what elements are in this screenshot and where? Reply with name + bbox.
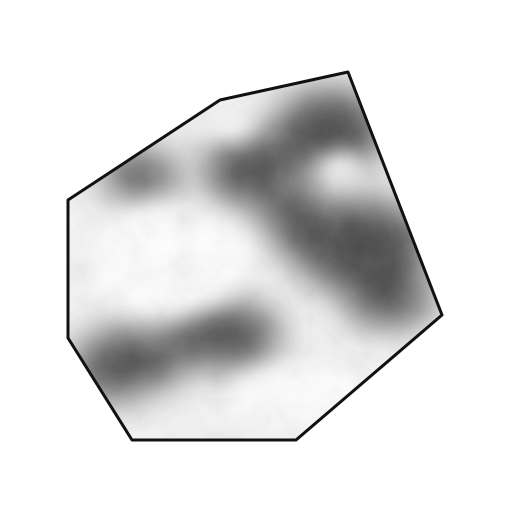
polygon-outline: [66, 70, 444, 442]
